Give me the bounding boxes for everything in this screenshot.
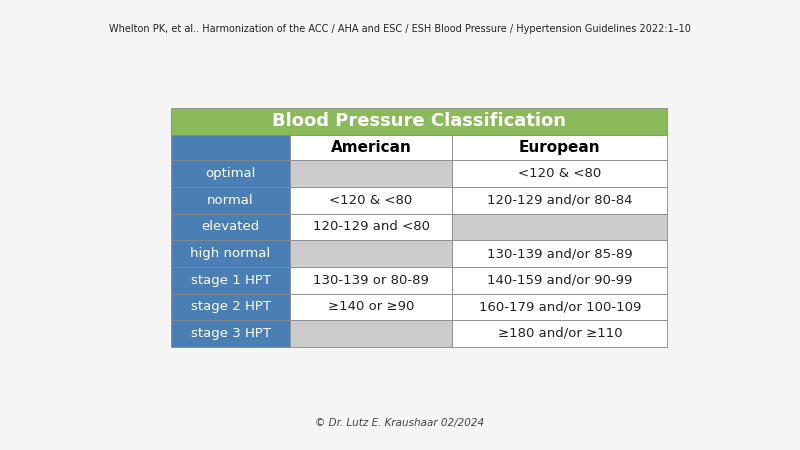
Bar (290, 240, 452, 267)
Text: ≥140 or ≥90: ≥140 or ≥90 (328, 300, 414, 313)
Text: 130-139 and/or 85-89: 130-139 and/or 85-89 (487, 247, 633, 260)
Bar (290, 160, 452, 187)
Text: 140-159 and/or 90-99: 140-159 and/or 90-99 (487, 274, 633, 287)
Text: optimal: optimal (206, 167, 256, 180)
Bar (171, 187, 290, 214)
Bar (290, 214, 452, 240)
Bar (171, 160, 290, 187)
Text: <120 & <80: <120 & <80 (518, 167, 602, 180)
Bar (290, 267, 452, 293)
Bar (290, 320, 452, 347)
Text: Blood Pressure Classification: Blood Pressure Classification (272, 112, 566, 130)
Bar (452, 214, 667, 240)
Text: American: American (330, 140, 411, 155)
Text: high normal: high normal (190, 247, 270, 260)
Bar (452, 320, 667, 347)
Text: 120-129 and <80: 120-129 and <80 (313, 220, 430, 234)
Bar (171, 135, 290, 160)
Text: European: European (519, 140, 601, 155)
Bar (452, 267, 667, 293)
Bar (171, 240, 290, 267)
Bar (171, 320, 290, 347)
Text: 120-129 and/or 80-84: 120-129 and/or 80-84 (487, 194, 633, 207)
Text: normal: normal (207, 194, 254, 207)
Bar (290, 187, 452, 214)
Bar (171, 293, 290, 320)
Bar (171, 267, 290, 293)
Text: 130-139 or 80-89: 130-139 or 80-89 (313, 274, 429, 287)
Text: Whelton PK, et al.. Harmonization of the ACC / AHA and ESC / ESH Blood Pressure : Whelton PK, et al.. Harmonization of the… (109, 24, 691, 34)
Bar (452, 240, 667, 267)
Text: <120 & <80: <120 & <80 (330, 194, 413, 207)
Bar (452, 187, 667, 214)
Bar (290, 293, 452, 320)
Text: stage 3 HPT: stage 3 HPT (190, 327, 270, 340)
Text: stage 1 HPT: stage 1 HPT (190, 274, 270, 287)
Text: ≥180 and/or ≥110: ≥180 and/or ≥110 (498, 327, 622, 340)
Bar (290, 135, 452, 160)
Text: 160-179 and/or 100-109: 160-179 and/or 100-109 (478, 300, 641, 313)
Text: stage 2 HPT: stage 2 HPT (190, 300, 270, 313)
Bar (452, 135, 667, 160)
Bar (452, 293, 667, 320)
Text: © Dr. Lutz E. Kraushaar 02/2024: © Dr. Lutz E. Kraushaar 02/2024 (315, 418, 485, 428)
Bar (171, 108, 667, 135)
Bar (452, 160, 667, 187)
Text: elevated: elevated (202, 220, 260, 234)
Bar (171, 214, 290, 240)
